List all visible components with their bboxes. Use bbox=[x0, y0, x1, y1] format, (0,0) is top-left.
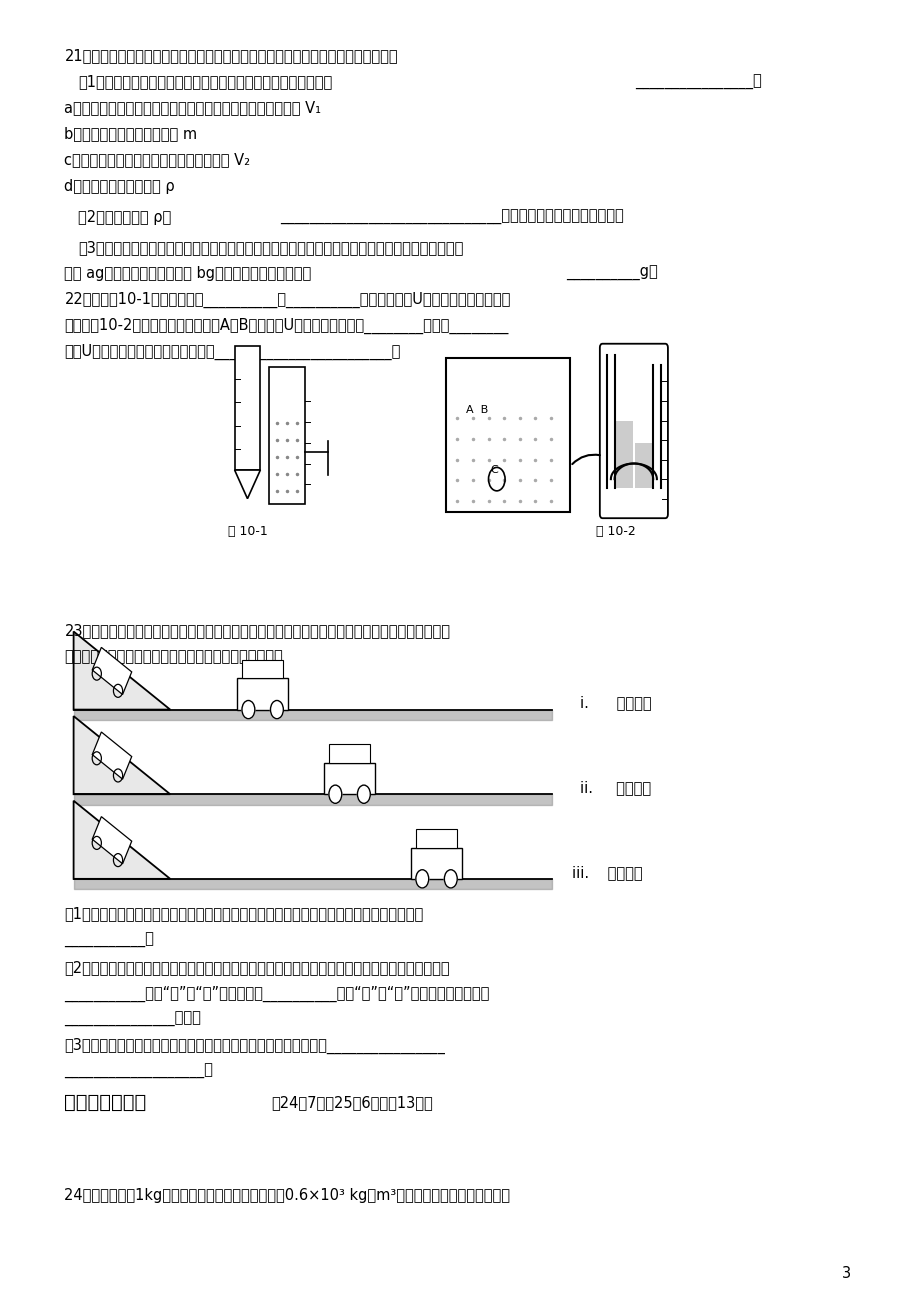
Polygon shape bbox=[74, 716, 170, 794]
Bar bbox=[411, 848, 461, 879]
Text: （1）请将正确的实验操作顺序将下列步骤前的序号填在横线上：: （1）请将正确的实验操作顺序将下列步骤前的序号填在横线上： bbox=[78, 74, 332, 90]
Bar bbox=[446, 358, 570, 512]
Bar bbox=[324, 763, 375, 794]
Text: i.      毛巾表面: i. 毛巾表面 bbox=[579, 695, 651, 711]
Text: （2）金属块密度 ρ＝: （2）金属块密度 ρ＝ bbox=[78, 210, 171, 225]
Polygon shape bbox=[74, 631, 170, 710]
Text: 点时U形管两边的高度差最大，说明：________________________。: 点时U形管两边的高度差最大，说明：_______________________… bbox=[64, 344, 401, 359]
Text: 3: 3 bbox=[841, 1266, 850, 1281]
Bar bbox=[271, 406, 302, 500]
Text: A  B: A B bbox=[466, 405, 488, 415]
Text: 24．一块质量为1kg的木块浮在水面上，它的密度是0.6×10³ kg／m³，木块漂浮在水面上时，受到: 24．一块质量为1kg的木块浮在水面上，它的密度是0.6×10³ kg／m³，木… bbox=[64, 1187, 510, 1203]
Circle shape bbox=[329, 785, 342, 803]
Text: ________________。: ________________。 bbox=[634, 74, 761, 90]
Text: ______________________________（用测出的物理量字母表示）。: ______________________________（用测出的物理量字母… bbox=[280, 210, 624, 225]
Text: （3）实验中，某同学用天平称金属块的质量误把砝码放在左盘，物体放在右盘，若他读出砝码总质: （3）实验中，某同学用天平称金属块的质量误把砝码放在左盘，物体放在右盘，若他读出… bbox=[78, 240, 463, 255]
Bar bbox=[268, 367, 305, 504]
Text: c、将适量的水倒入量筒中，测出水的体积 V₂: c、将适量的水倒入量筒中，测出水的体积 V₂ bbox=[64, 152, 250, 168]
Text: （24题7分、25题6分，共13分）: （24题7分、25题6分，共13分） bbox=[271, 1095, 433, 1111]
Text: （2）小车在不同的平面上运动的距离不相等，是因为小车受到阻力不同，越光滑的表面，受阻力越: （2）小车在不同的平面上运动的距离不相等，是因为小车受到阻力不同，越光滑的表面，… bbox=[64, 960, 449, 975]
Text: 图 10-1: 图 10-1 bbox=[228, 525, 267, 538]
Bar bbox=[615, 421, 632, 488]
Bar bbox=[634, 443, 652, 488]
Bar bbox=[329, 745, 369, 763]
Text: ___________（填“大”或“小”），走得越__________（填“远”或“近”），车的运动越接近: ___________（填“大”或“小”），走得越__________（填“远”… bbox=[64, 986, 489, 1001]
FancyBboxPatch shape bbox=[599, 344, 667, 518]
Polygon shape bbox=[92, 732, 131, 779]
Text: 压强如图10-2所示当金属盒放入水中A、B两点时。U形管两边的高度差________，放到________: 压强如图10-2所示当金属盒放入水中A、B两点时。U形管两边的高度差______… bbox=[64, 318, 508, 333]
Text: ___________。: ___________。 bbox=[64, 932, 154, 948]
Circle shape bbox=[270, 700, 283, 719]
Text: ii.     棉布表面: ii. 棉布表面 bbox=[579, 780, 650, 796]
Bar bbox=[234, 346, 260, 470]
Bar bbox=[415, 829, 457, 848]
Bar bbox=[242, 660, 283, 678]
Text: 23．在研究牛顿定律的实验中，如下图所示，用同一小车从同样的斜面的同一高度滑下，接着在材: 23．在研究牛顿定律的实验中，如下图所示，用同一小车从同样的斜面的同一高度滑下，… bbox=[64, 622, 450, 638]
Text: _______________运动。: _______________运动。 bbox=[64, 1012, 201, 1027]
Text: （3）从这个实验可推出结论：如果物体在运动中不受任何力，它将________________: （3）从这个实验可推出结论：如果物体在运动中不受任何力，它将__________… bbox=[64, 1038, 445, 1053]
Text: C: C bbox=[490, 465, 497, 475]
Bar bbox=[237, 391, 257, 466]
Text: a、将金属块浸没在量筒内的水中，测出金属块和水的总体积 V₁: a、将金属块浸没在量筒内的水中，测出金属块和水的总体积 V₁ bbox=[64, 100, 321, 116]
Text: ___________________。: ___________________。 bbox=[64, 1064, 213, 1079]
Text: （1）使小车从斜面上同一高度滑下，是为了使小车在材料不同的平面上开始运动时有相同的: （1）使小车从斜面上同一高度滑下，是为了使小车在材料不同的平面上开始运动时有相同… bbox=[64, 906, 423, 922]
Circle shape bbox=[415, 870, 428, 888]
Text: 四、综合应用题: 四、综合应用题 bbox=[64, 1094, 146, 1112]
Text: b、用天平称出金属块的质量 m: b、用天平称出金属块的质量 m bbox=[64, 126, 198, 142]
Circle shape bbox=[357, 785, 369, 803]
Text: iii.    木板表面: iii. 木板表面 bbox=[572, 865, 642, 880]
Text: 图 10-2: 图 10-2 bbox=[596, 525, 635, 538]
Text: 料不同的平面上继续运动，分别停止在如图所示的位置。: 料不同的平面上继续运动，分别停止在如图所示的位置。 bbox=[64, 648, 283, 664]
Bar bbox=[448, 395, 568, 509]
Polygon shape bbox=[92, 647, 131, 694]
Polygon shape bbox=[92, 816, 131, 863]
Text: d、计算出金属块的密度 ρ: d、计算出金属块的密度 ρ bbox=[64, 178, 175, 194]
Circle shape bbox=[444, 870, 457, 888]
Bar bbox=[237, 678, 288, 710]
Circle shape bbox=[242, 700, 255, 719]
Text: 22．观察图10-1可知，液体对__________和__________都有压强；用U形客压强计测量液体的: 22．观察图10-1可知，液体对__________和__________都有压… bbox=[64, 292, 510, 307]
Text: __________g。: __________g。 bbox=[565, 266, 657, 281]
Text: 21．某实验小组的同学在实验室中用天平和量筒测定一体积不规则的金属块的密度。: 21．某实验小组的同学在实验室中用天平和量筒测定一体积不规则的金属块的密度。 bbox=[64, 48, 398, 64]
Polygon shape bbox=[74, 801, 170, 879]
Polygon shape bbox=[234, 470, 260, 499]
Text: 量为 ag，游码标尺上的示数为 bg，则此金属块实际质量为: 量为 ag，游码标尺上的示数为 bg，则此金属块实际质量为 bbox=[64, 266, 312, 281]
